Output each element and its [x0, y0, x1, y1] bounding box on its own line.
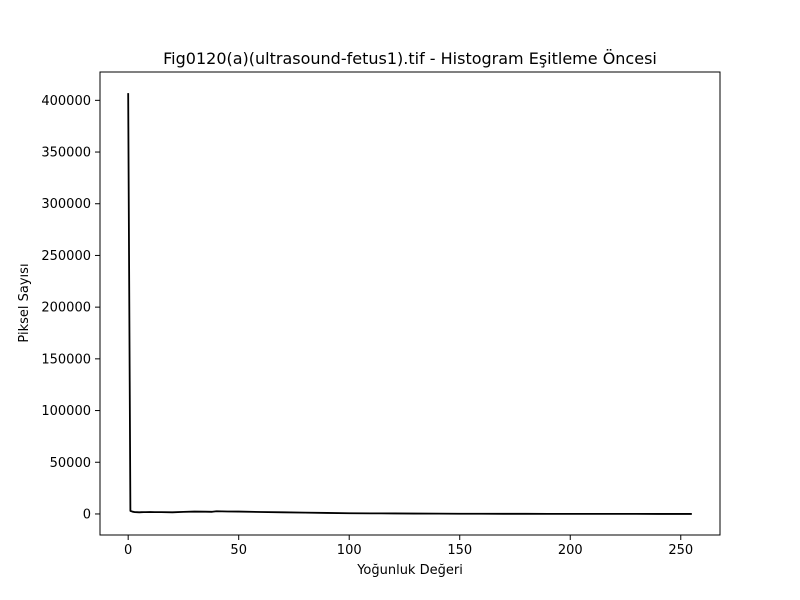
y-tick-label: 100000 [41, 404, 91, 419]
plot-frame [99, 71, 721, 536]
y-tick-label: 350000 [41, 146, 91, 161]
x-tick-label: 100 [337, 543, 362, 558]
series-line [127, 93, 692, 515]
y-tick-label: 150000 [41, 352, 91, 367]
axis-ticks: 0 50 100 150 200 250 0 50000 100000 150000 200000 2… [41, 94, 693, 558]
x-tick-label: 250 [668, 543, 693, 558]
x-tick-label: 200 [558, 543, 583, 558]
y-tick-label: 400000 [41, 94, 91, 109]
x-tick-label: 150 [447, 543, 472, 558]
y-tick-label: 200000 [41, 301, 91, 316]
y-tick-label: 50000 [50, 456, 91, 471]
chart-title: Fig0120(a)(ultrasound-fetus1).tif - Hist… [163, 49, 657, 68]
y-tick-label: 0 [83, 507, 91, 522]
x-tick-label: 0 [124, 543, 132, 558]
y-tick-label: 300000 [41, 197, 91, 212]
x-axis-label: Yoğunluk Değeri [356, 563, 463, 578]
x-tick-label: 50 [230, 543, 247, 558]
y-tick-label: 250000 [41, 249, 91, 264]
y-axis-label: Piksel Sayısı [17, 263, 32, 342]
